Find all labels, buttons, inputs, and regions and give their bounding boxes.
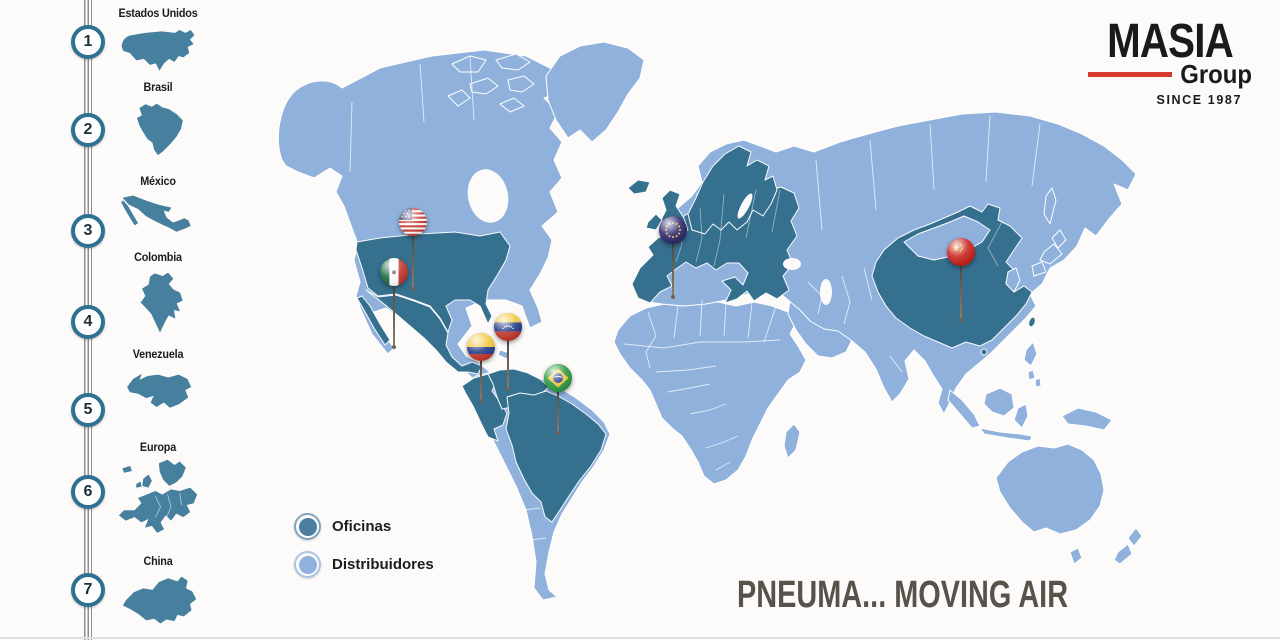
region-iceland [627,179,651,195]
sidebar-item-venezuela: Venezuela [102,349,214,423]
sidebar-item-colombia: Colombia [102,252,214,343]
region-new-guinea [1061,407,1113,431]
step-number: 5 [83,401,93,418]
pin-stick [392,272,396,349]
tagline: PNEUMA... MOVING AIR [737,574,1069,616]
venezuela-silhouette-icon [127,373,192,408]
sidebar-item-mexico: México [102,176,214,241]
step-badge-2: 2 [71,113,105,147]
colombia-flag-icon [467,333,495,361]
us-flag-icon [399,208,427,236]
china-flag-icon [947,238,975,266]
europe-silhouette-icon [118,459,198,533]
step-number: 1 [83,33,93,50]
country-label: México [140,176,176,188]
region-sakhalin [1043,187,1057,225]
country-label: Europa [139,442,177,454]
region-korea [1005,267,1021,293]
region-indonesia [947,387,1033,442]
china-silhouette-icon [122,576,197,624]
region-europe [631,185,800,304]
sidebar-item-brasil: Brasil [102,82,214,162]
brand-since: SINCE 1987 [1156,93,1242,107]
legend-office-row: Oficinas [294,513,434,540]
office-marker-icon [294,513,321,540]
pin-stick [556,378,560,435]
region-japan [1031,229,1067,277]
region-madagascar [783,423,801,459]
region-brazil [505,390,607,523]
eu-flag-icon [659,216,687,244]
region-usa [355,231,511,333]
step-badge-6: 6 [71,475,105,509]
distributor-marker-icon [294,551,321,578]
step-badge-1: 1 [71,25,105,59]
sidebar-item-china: China [102,556,214,630]
region-philippines [1023,341,1042,388]
mexico-flag-icon [380,258,408,286]
step-badge-4: 4 [71,305,105,339]
country-label: China [143,556,173,568]
legend-distributor-label: Distribuidores [332,556,434,573]
brand-subtitle: Group [1180,59,1252,89]
step-number: 4 [83,313,93,330]
mexico-silhouette-icon [121,195,191,232]
step-number: 6 [83,483,93,500]
sidebar-item-europa: Europa [102,442,214,550]
country-label: Brasil [143,82,173,94]
pin-stick [411,222,415,291]
region-baja-california [356,295,391,346]
brand-logo: MASIA Group SINCE 1987 [1088,18,1252,107]
region-africa [613,299,807,485]
country-label: Venezuela [132,349,184,361]
usa-silhouette-icon [121,29,195,71]
venezuela-flag-icon [494,313,522,341]
brand-name: MASIA [1107,15,1234,68]
region-scandinavia [687,145,778,235]
step-number: 7 [83,581,93,598]
logo-red-line [1088,72,1172,77]
step-number: 2 [83,121,93,138]
pin-stick [671,230,675,299]
pin-stick [506,327,510,391]
region-hainan [980,348,988,356]
region-tasmania [1069,547,1083,565]
legend: Oficinas Distribuidores [294,513,434,589]
brazil-flag-icon [544,364,572,392]
pin-stick [479,347,483,403]
step-badge-7: 7 [71,573,105,607]
colombia-silhouette-icon [140,272,183,333]
country-label: Colombia [134,252,182,264]
region-greenland [545,41,645,143]
sidebar-item-estados-unidos: Estados Unidos [102,8,214,81]
legend-office-label: Oficinas [332,518,392,535]
region-australia [995,443,1105,535]
step-badge-5: 5 [71,393,105,427]
region-new-zealand [1113,527,1143,565]
step-number: 3 [83,222,93,239]
legend-distributor-row: Distribuidores [294,551,434,578]
step-badge-3: 3 [71,214,105,248]
pin-stick [959,252,963,322]
region-taiwan [1028,316,1036,328]
bottom-divider [0,637,1280,639]
brazil-silhouette-icon [136,103,183,156]
country-borders [349,55,1041,541]
region-mexico [365,289,483,375]
region-arctic-islands [447,53,535,113]
office-regions [355,145,1036,523]
country-label: Estados Unidos [118,8,198,20]
